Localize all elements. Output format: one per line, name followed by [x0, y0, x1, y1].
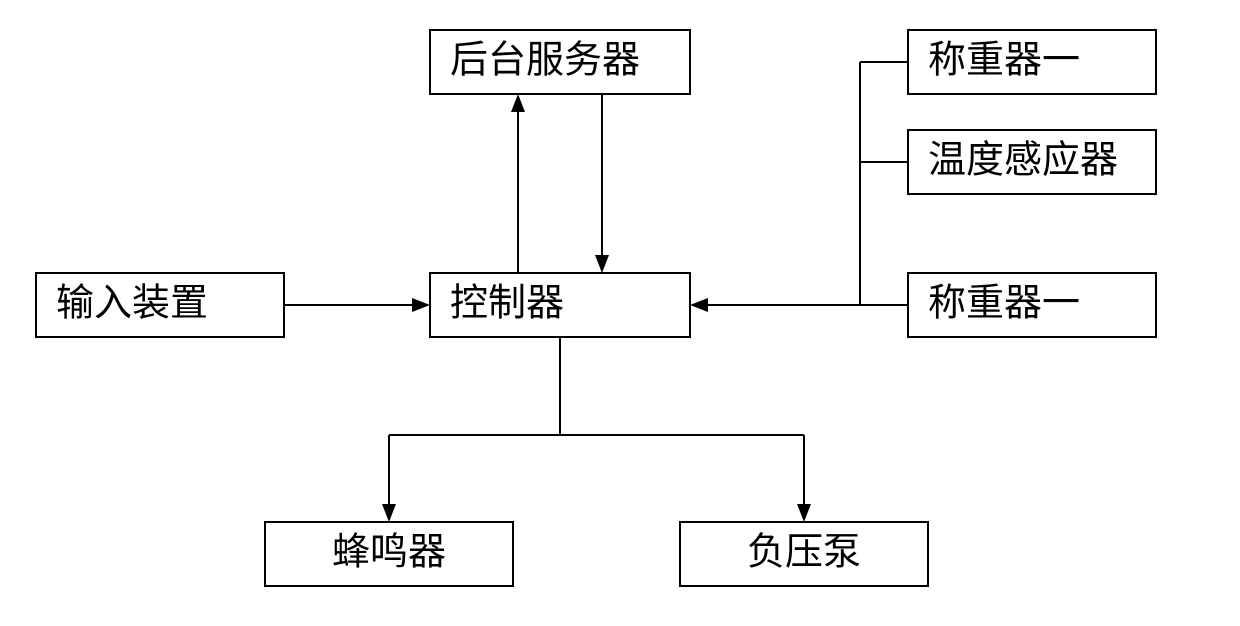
- node-tempsensor-label: 温度感应器: [928, 140, 1118, 182]
- node-weigh1-label: 称重器一: [928, 40, 1080, 82]
- node-server-label: 后台服务器: [450, 40, 640, 82]
- edge-sensors-bus-to-controller-line: [708, 62, 860, 305]
- arrowhead: [595, 255, 609, 273]
- node-server: 后台服务器: [430, 30, 690, 94]
- nodes-layer: 后台服务器称重器一温度感应器称重器一输入装置控制器蜂鸣器负压泵: [36, 30, 1156, 586]
- node-buzzer: 蜂鸣器: [265, 522, 513, 586]
- node-input: 输入装置: [36, 273, 284, 337]
- flowchart-canvas: 后台服务器称重器一温度感应器称重器一输入装置控制器蜂鸣器负压泵: [0, 0, 1240, 626]
- node-buzzer-label: 蜂鸣器: [332, 532, 446, 574]
- edge-to-buzzer: [382, 435, 396, 522]
- edge-server-to-controller-down: [595, 94, 609, 273]
- node-controller-label: 控制器: [450, 283, 564, 325]
- arrowhead: [412, 298, 430, 312]
- node-weigh2: 称重器一: [908, 273, 1156, 337]
- edge-input-to-controller: [284, 298, 430, 312]
- arrowhead: [511, 94, 525, 112]
- edge-to-pump: [797, 435, 811, 522]
- node-weigh1: 称重器一: [908, 30, 1156, 94]
- arrowhead: [690, 298, 708, 312]
- arrowhead: [382, 504, 396, 522]
- node-pump-label: 负压泵: [747, 532, 861, 574]
- edge-sensors-bus-to-controller: [690, 62, 860, 312]
- node-pump: 负压泵: [680, 522, 928, 586]
- node-tempsensor: 温度感应器: [908, 130, 1156, 194]
- node-controller: 控制器: [430, 273, 690, 337]
- edge-controller-to-server-up: [511, 94, 525, 273]
- node-input-label: 输入装置: [56, 283, 208, 325]
- node-weigh2-label: 称重器一: [928, 283, 1080, 325]
- arrowhead: [797, 504, 811, 522]
